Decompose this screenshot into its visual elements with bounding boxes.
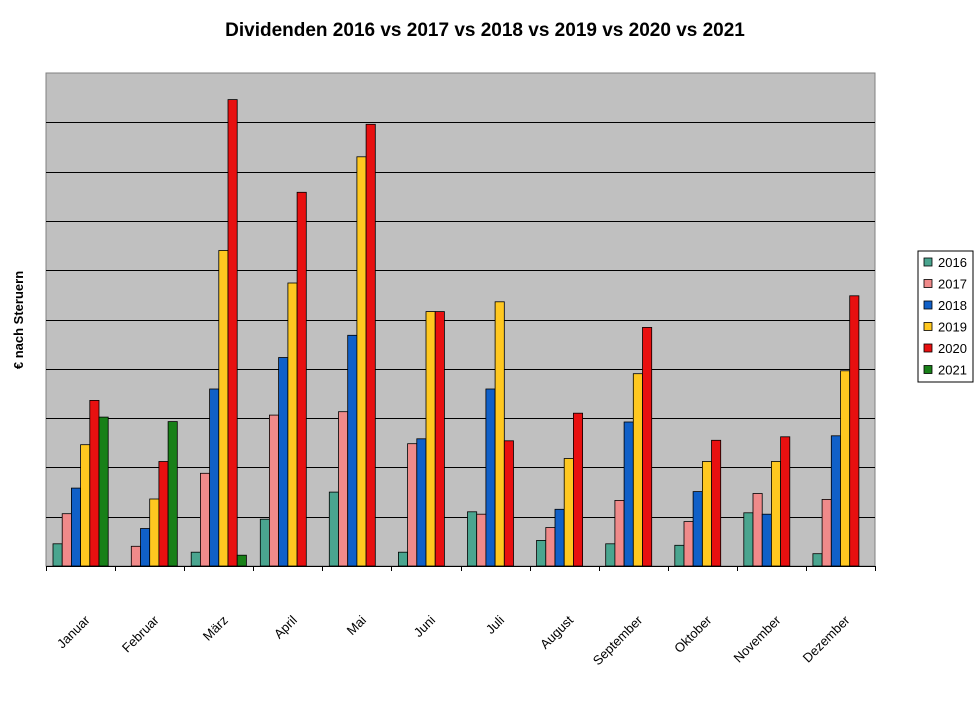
bar-2017-juni — [407, 443, 418, 567]
bar-2017-oktober — [683, 521, 694, 567]
bar-2019-märz — [218, 250, 229, 567]
x-tick-label: August — [537, 612, 576, 651]
bar-2019-oktober — [702, 461, 713, 567]
x-tick-label: November — [731, 612, 784, 665]
bar-2016-januar — [52, 543, 63, 567]
bar-2017-juli — [476, 513, 487, 567]
bar-2019-mai — [356, 156, 367, 567]
bar-2018-dezember — [830, 435, 841, 567]
legend-swatch-2016 — [923, 257, 933, 267]
x-tick-label: Juli — [483, 612, 507, 636]
bar-2020-september — [642, 326, 653, 567]
bar-2020-dezember — [849, 295, 860, 567]
bar-2021-februar — [167, 421, 178, 567]
bar-2016-mai — [328, 491, 339, 567]
bar-2020-november — [780, 436, 791, 567]
chart-title: Dividenden 2016 vs 2017 vs 2018 vs 2019 … — [225, 20, 745, 41]
legend: 2016 2017 2018 2019 2020 2021 — [917, 250, 974, 383]
bar-2018-oktober — [692, 491, 703, 567]
bar-2019-april — [287, 282, 298, 567]
bar-2020-oktober — [711, 439, 722, 567]
x-tick-label: Februar — [119, 612, 162, 655]
bar-2020-juli — [503, 440, 514, 567]
bar-2021-januar — [98, 416, 109, 567]
bar-2020-mai — [365, 123, 376, 567]
bar-2018-juli — [485, 388, 496, 567]
bar-2016-november — [743, 512, 754, 567]
bar-2020-august — [573, 412, 584, 567]
bar-2020-juni — [434, 311, 445, 567]
bar-2019-juli — [494, 301, 505, 567]
bar-2020-januar — [89, 399, 100, 567]
legend-label-2016: 2016 — [938, 255, 967, 270]
x-tick-label: September — [590, 612, 646, 668]
gridlines — [46, 122, 875, 518]
bar-2018-august — [554, 508, 565, 567]
bar-2019-januar — [80, 444, 91, 567]
bar-2020-april — [296, 191, 307, 567]
bar-2017-november — [752, 493, 763, 567]
x-ticks — [46, 566, 876, 571]
bars — [52, 99, 860, 567]
bar-2016-september — [605, 543, 616, 567]
bar-2019-juni — [425, 311, 436, 567]
legend-label-2019: 2019 — [938, 320, 967, 335]
bar-2017-märz — [199, 472, 210, 567]
x-tick-label: März — [200, 613, 231, 644]
bar-2018-mai — [347, 334, 358, 567]
bar-2019-februar — [149, 498, 160, 567]
bar-2017-februar — [130, 545, 141, 567]
bar-2019-dezember — [840, 370, 851, 567]
bar-2018-november — [761, 513, 772, 567]
bar-2018-april — [278, 357, 289, 567]
bar-2018-februar — [140, 528, 151, 567]
bar-2017-dezember — [821, 498, 832, 567]
x-tick-label: Oktober — [671, 612, 715, 656]
bar-2018-januar — [71, 487, 82, 567]
bar-2019-september — [632, 373, 643, 567]
x-tick-label: Juni — [411, 612, 439, 640]
bar-2017-mai — [338, 411, 349, 567]
y-axis-label: € nach Steruern — [11, 271, 26, 369]
bar-2017-september — [614, 499, 625, 567]
legend-label-2018: 2018 — [938, 298, 967, 313]
x-tick-label: Januar — [54, 612, 93, 651]
x-tick-label: Dezember — [800, 612, 853, 665]
bar-2021-märz — [236, 554, 247, 567]
bar-2016-märz — [190, 551, 201, 567]
bar-2017-august — [545, 527, 556, 567]
legend-swatch-2017 — [923, 279, 933, 288]
bar-2020-februar — [158, 461, 169, 567]
bar-2019-august — [563, 458, 574, 567]
bar-2018-märz — [209, 388, 220, 567]
bar-2019-november — [771, 461, 782, 567]
bar-2016-april — [259, 518, 270, 567]
bar-2016-dezember — [812, 553, 823, 567]
legend-swatch-2021 — [923, 365, 933, 374]
plot-area — [45, 72, 876, 567]
x-tick-label: April — [271, 612, 300, 641]
legend-label-2021: 2021 — [938, 363, 967, 378]
bar-2017-april — [268, 414, 279, 567]
x-tick-labels: Januar Februar März April Mai Juni Juli August S… — [54, 612, 853, 668]
x-tick-label: Mai — [344, 612, 369, 637]
legend-label-2017: 2017 — [938, 277, 967, 292]
legend-swatch-2018 — [923, 300, 933, 310]
legend-box — [917, 250, 974, 383]
legend-swatch-2019 — [923, 322, 933, 331]
legend-label-2020: 2020 — [938, 341, 967, 356]
bar-2016-oktober — [674, 544, 685, 567]
bar-2016-juli — [467, 511, 478, 567]
legend-swatch-2020 — [923, 343, 933, 353]
bar-2018-juni — [416, 438, 427, 567]
bar-2020-märz — [227, 99, 238, 567]
bar-2018-september — [623, 421, 634, 567]
bar-2017-januar — [61, 513, 72, 567]
bar-2016-juni — [397, 551, 408, 567]
bar-2016-august — [536, 540, 547, 567]
